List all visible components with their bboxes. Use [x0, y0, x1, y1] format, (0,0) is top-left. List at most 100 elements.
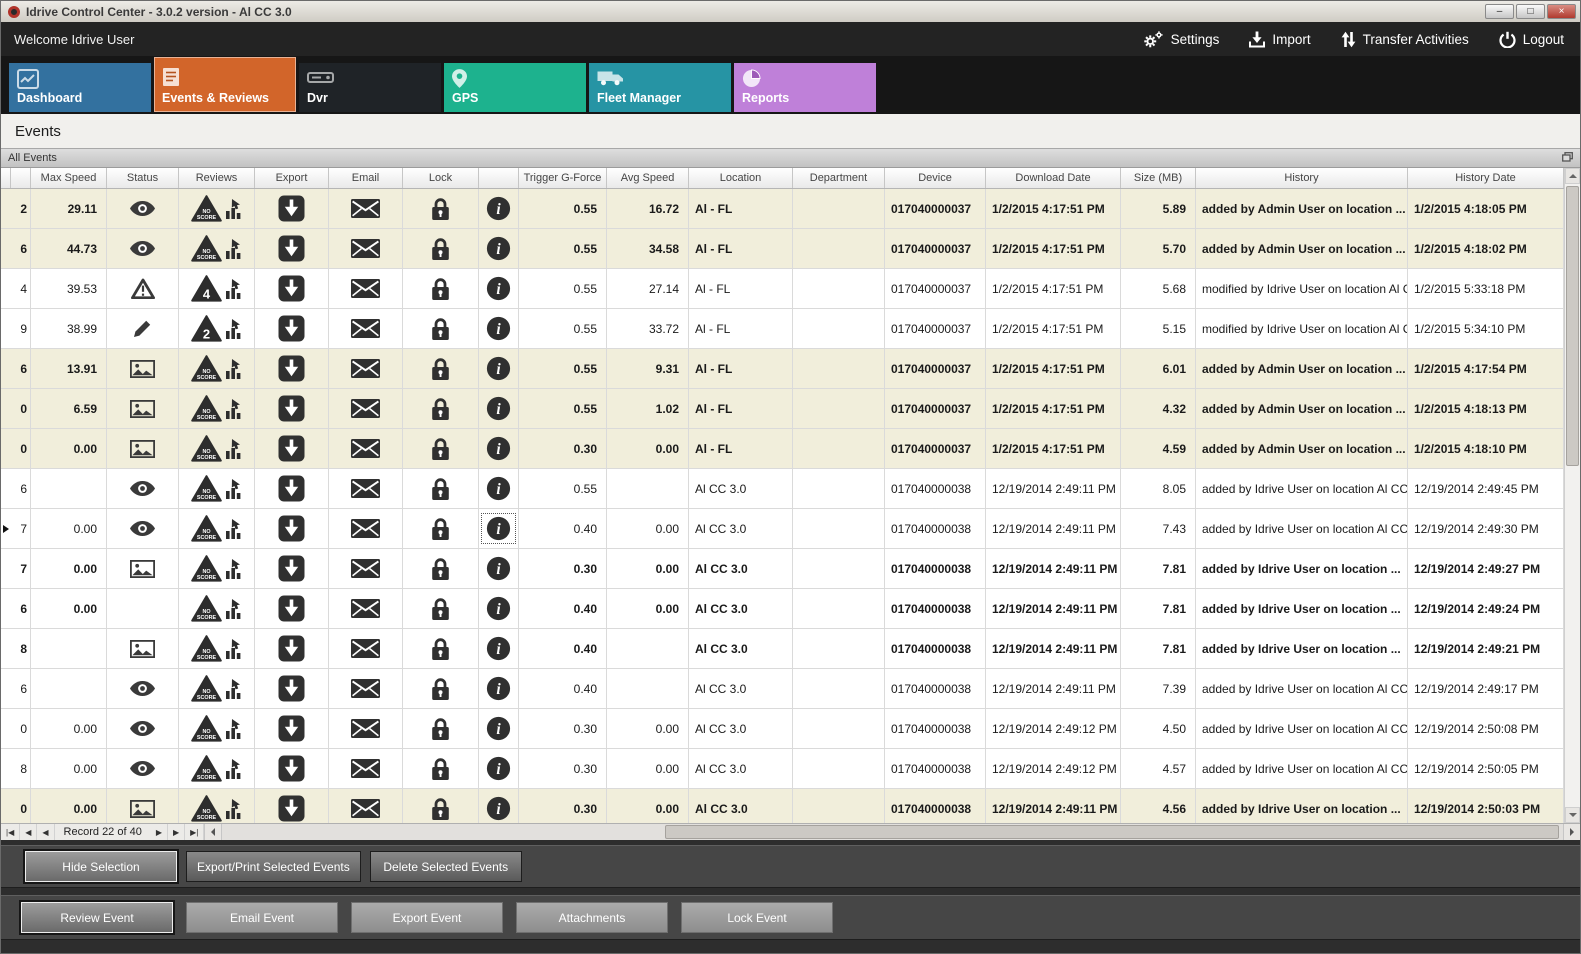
column-header-location[interactable]: Location: [689, 168, 793, 188]
cell-email[interactable]: [329, 269, 403, 308]
cell-info[interactable]: i: [479, 789, 519, 823]
cell-reviews[interactable]: 4: [179, 269, 255, 308]
event-row[interactable]: 0 0.00 NO SCORE i 0.30 0.00 Al - FL 017040000037…: [1, 429, 1564, 469]
horizontal-scroll-thumb[interactable]: [664, 825, 1559, 839]
cell-reviews[interactable]: NO SCORE: [179, 469, 255, 508]
column-header-avg-speed[interactable]: Avg Speed: [607, 168, 689, 188]
event-row[interactable]: 8 0.00 NO SCORE i 0.30 0.00 Al CC 3.0 0170400000…: [1, 749, 1564, 789]
event-row[interactable]: 6 NO SCORE i 0.40 Al CC 3.0 017040000038 12/19/…: [1, 669, 1564, 709]
cell-info[interactable]: i: [479, 229, 519, 268]
event-row[interactable]: 6 44.73 NO SCORE i 0.55 34.58 Al - FL 0170400000…: [1, 229, 1564, 269]
cell-lock[interactable]: [403, 709, 479, 748]
cell-email[interactable]: [329, 469, 403, 508]
cell-reviews[interactable]: NO SCORE: [179, 429, 255, 468]
cell-lock[interactable]: [403, 629, 479, 668]
cell-info[interactable]: i: [479, 429, 519, 468]
column-header-email[interactable]: Email: [329, 168, 403, 188]
event-row[interactable]: 2 29.11 NO SCORE i 0.55 16.72 Al - FL 0170400000…: [1, 189, 1564, 229]
event-row[interactable]: 9 38.99 2 i 0.55 33.72 Al - FL 017040000037 1/2/…: [1, 309, 1564, 349]
column-header-download-date[interactable]: Download Date: [986, 168, 1121, 188]
column-header-history[interactable]: History: [1196, 168, 1408, 188]
event-row[interactable]: 4 39.53 4 i 0.55 27.14 Al - FL 017040000037 1/2/…: [1, 269, 1564, 309]
event-row[interactable]: 7 0.00 NO SCORE i 0.30 0.00 Al CC 3.0 0170400000…: [1, 549, 1564, 589]
cell-export[interactable]: [255, 189, 329, 228]
export-event-button[interactable]: Export Event: [351, 902, 503, 933]
cell-info[interactable]: i: [479, 509, 519, 548]
event-row[interactable]: 6 NO SCORE i 0.55 Al CC 3.0 017040000038 12/19/…: [1, 469, 1564, 509]
event-row[interactable]: 6 0.00 NO SCORE i 0.40 0.00 Al CC 3.0 0170400000…: [1, 589, 1564, 629]
hide-selection-button[interactable]: Hide Selection: [25, 851, 177, 882]
cell-email[interactable]: [329, 389, 403, 428]
tab-dashboard[interactable]: Dashboard: [9, 63, 151, 112]
cell-reviews[interactable]: NO SCORE: [179, 349, 255, 388]
vertical-scroll-track[interactable]: [1565, 184, 1580, 807]
cell-email[interactable]: [329, 229, 403, 268]
cell-export[interactable]: [255, 309, 329, 348]
review-event-button[interactable]: Review Event: [21, 902, 173, 933]
cell-export[interactable]: [255, 549, 329, 588]
delete-selected-events-button[interactable]: Delete Selected Events: [369, 851, 522, 882]
cell-email[interactable]: [329, 749, 403, 788]
cell-export[interactable]: [255, 669, 329, 708]
nav-next-button-1[interactable]: ▶: [168, 824, 186, 840]
tab-gps[interactable]: GPS: [444, 63, 586, 112]
cell-info[interactable]: i: [479, 469, 519, 508]
cell-email[interactable]: [329, 709, 403, 748]
column-header-empty[interactable]: [479, 168, 519, 188]
column-header-export[interactable]: Export: [255, 168, 329, 188]
cell-email[interactable]: [329, 189, 403, 228]
cell-lock[interactable]: [403, 309, 479, 348]
scroll-down-icon[interactable]: [1565, 807, 1580, 823]
tab-fleet-manager[interactable]: Fleet Manager: [589, 63, 731, 112]
cell-lock[interactable]: [403, 349, 479, 388]
email-event-button[interactable]: Email Event: [186, 902, 338, 933]
cell-email[interactable]: [329, 509, 403, 548]
maximize-button[interactable]: □: [1516, 4, 1545, 19]
cell-lock[interactable]: [403, 589, 479, 628]
cell-reviews[interactable]: NO SCORE: [179, 549, 255, 588]
tab-dvr[interactable]: Dvr: [299, 63, 441, 112]
tab-reports[interactable]: Reports: [734, 63, 876, 112]
cell-info[interactable]: i: [479, 589, 519, 628]
cell-email[interactable]: [329, 549, 403, 588]
cell-info[interactable]: i: [479, 269, 519, 308]
cell-reviews[interactable]: NO SCORE: [179, 709, 255, 748]
cell-export[interactable]: [255, 469, 329, 508]
nav-prev-button-0[interactable]: |◀: [1, 824, 21, 840]
tab-events-reviews[interactable]: Events & Reviews: [154, 57, 296, 112]
vertical-scroll-thumb[interactable]: [1566, 186, 1579, 467]
settings-button[interactable]: Settings: [1142, 30, 1219, 49]
event-row[interactable]: 0 0.00 NO SCORE i 0.30 0.00 Al CC 3.0 0170400000…: [1, 709, 1564, 749]
cell-reviews[interactable]: 2: [179, 309, 255, 348]
cell-info[interactable]: i: [479, 749, 519, 788]
cell-lock[interactable]: [403, 229, 479, 268]
cell-info[interactable]: i: [479, 709, 519, 748]
cell-export[interactable]: [255, 589, 329, 628]
cell-info[interactable]: i: [479, 669, 519, 708]
logout-button[interactable]: Logout: [1499, 31, 1564, 48]
scroll-right-icon[interactable]: [1563, 824, 1580, 840]
minimize-button[interactable]: –: [1485, 4, 1514, 19]
export-print-selected-events-button[interactable]: Export/Print Selected Events: [186, 851, 361, 882]
nav-prev-button-2[interactable]: ◀: [37, 824, 55, 840]
cell-export[interactable]: [255, 789, 329, 823]
cell-email[interactable]: [329, 349, 403, 388]
cell-reviews[interactable]: NO SCORE: [179, 669, 255, 708]
cell-reviews[interactable]: NO SCORE: [179, 629, 255, 668]
cell-email[interactable]: [329, 789, 403, 823]
event-row[interactable]: 6 13.91 NO SCORE i 0.55 9.31 Al - FL 01704000003…: [1, 349, 1564, 389]
nav-next-button-0[interactable]: ▶: [151, 824, 168, 840]
panel-restore-icon[interactable]: [1562, 151, 1573, 165]
cell-export[interactable]: [255, 749, 329, 788]
horizontal-scrollbar[interactable]: [221, 824, 1563, 840]
column-header-size-mb[interactable]: Size (MB): [1121, 168, 1196, 188]
cell-export[interactable]: [255, 349, 329, 388]
cell-info[interactable]: i: [479, 189, 519, 228]
column-header-device[interactable]: Device: [885, 168, 986, 188]
cell-email[interactable]: [329, 629, 403, 668]
cell-export[interactable]: [255, 429, 329, 468]
cell-email[interactable]: [329, 309, 403, 348]
close-button[interactable]: ×: [1547, 4, 1576, 19]
column-header-history-date[interactable]: History Date: [1408, 168, 1564, 188]
column-header-empty[interactable]: [11, 168, 31, 188]
